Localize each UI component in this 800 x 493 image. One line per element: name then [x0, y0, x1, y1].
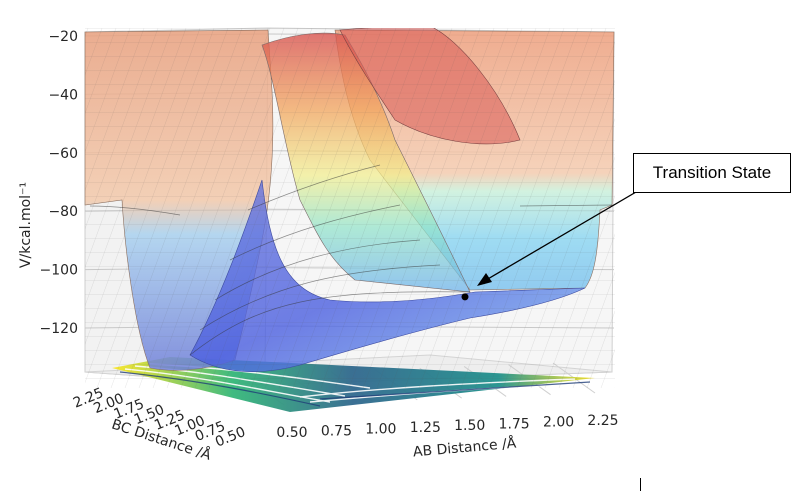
y-axis: 2.252.001.751.501.251.000.750.50 [71, 385, 248, 451]
transition-state-point [461, 293, 469, 301]
annotation-arrow [480, 191, 637, 284]
z-axis-label: V/kcal.mol⁻¹ [18, 182, 34, 268]
x-tick-label: 1.75 [499, 416, 530, 432]
z-tick-label: −20 [48, 29, 78, 45]
x-tick-label: 2.00 [543, 415, 574, 431]
x-tick-label: 1.00 [365, 422, 396, 438]
z-tick-label: −40 [48, 87, 78, 103]
x-axis: 0.50 0.75 1.00 1.25 1.50 1.75 2.00 2.25 [276, 413, 618, 441]
x-tick-label: 2.25 [587, 413, 618, 429]
potential-energy-surface [84, 28, 615, 388]
x-tick-label: 0.50 [276, 425, 307, 441]
x-tick-label: 1.25 [410, 420, 441, 436]
transition-state-annotation: Transition State [633, 153, 791, 193]
z-tick-label: −60 [48, 146, 78, 162]
x-tick-label: 1.50 [454, 418, 485, 434]
z-tick-label: −80 [48, 204, 78, 220]
x-tick-label: 0.75 [321, 423, 352, 439]
x-axis-label: AB Distance /Å [412, 434, 517, 460]
z-tick-label: −100 [40, 263, 78, 279]
z-axis: −20 −40 −60 −80 −100 −120 [40, 29, 78, 337]
arrow-head [477, 273, 492, 286]
z-tick-label: −120 [40, 321, 78, 337]
text-cursor [640, 478, 641, 491]
